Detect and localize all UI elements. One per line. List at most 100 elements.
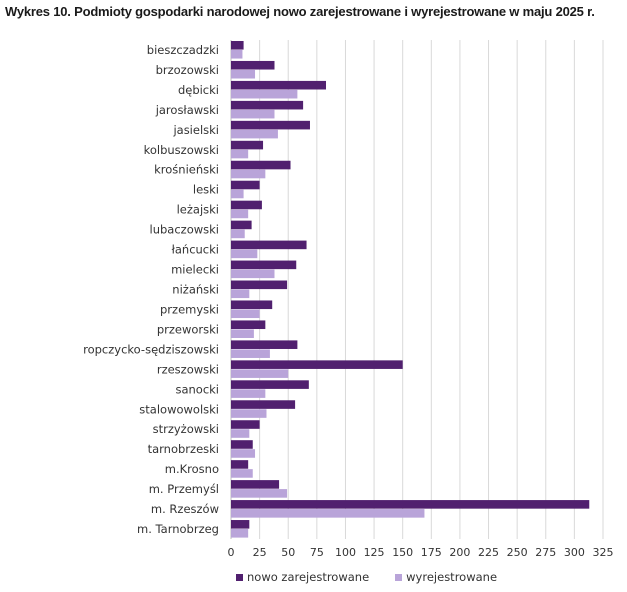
bar-wyrejestrowane <box>231 329 254 339</box>
bar-wyrejestrowane <box>231 509 425 518</box>
category-label: przeworski <box>157 322 219 336</box>
legend-label-removed: wyrejestrowane <box>406 570 498 584</box>
bar-wyrejestrowane <box>231 129 278 139</box>
x-tick-label: 100 <box>335 546 356 559</box>
bar-wyrejestrowane <box>231 269 275 279</box>
bar-wyrejestrowane <box>231 489 288 498</box>
bar-wyrejestrowane <box>231 449 256 458</box>
bar-nowo-zarejestrowane <box>231 240 307 250</box>
category-label: mielecki <box>171 263 219 277</box>
bar-nowo-zarejestrowane <box>231 120 310 130</box>
category-label: rzeszowski <box>157 362 219 376</box>
bar-nowo-zarejestrowane <box>231 40 244 50</box>
legend-swatch-removed <box>395 573 403 581</box>
bar-wyrejestrowane <box>231 89 298 99</box>
bar-nowo-zarejestrowane <box>231 460 249 469</box>
category-label: ropczycko-sędziszowski <box>83 342 219 356</box>
bars <box>231 40 590 538</box>
bar-nowo-zarejestrowane <box>231 340 298 349</box>
category-label: dębicki <box>178 83 219 97</box>
bar-nowo-zarejestrowane <box>231 160 291 170</box>
bar-nowo-zarejestrowane <box>231 380 309 389</box>
bar-nowo-zarejestrowane <box>231 140 264 150</box>
x-tick-label: 225 <box>478 546 499 559</box>
x-tick-label: 175 <box>421 546 442 559</box>
x-tick-label: 300 <box>564 546 585 559</box>
category-label: leski <box>193 183 219 197</box>
bar-nowo-zarejestrowane <box>231 420 260 429</box>
bar-wyrejestrowane <box>231 229 245 239</box>
bar-nowo-zarejestrowane <box>231 260 297 270</box>
bar-wyrejestrowane <box>231 409 267 418</box>
x-tick-label: 275 <box>535 546 556 559</box>
category-label: m. Przemyśl <box>149 482 219 496</box>
category-label: jasielski <box>172 123 219 137</box>
category-label: m.Krosno <box>165 462 219 476</box>
bar-nowo-zarejestrowane <box>231 520 250 529</box>
bar-wyrejestrowane <box>231 109 275 119</box>
bar-wyrejestrowane <box>231 529 249 538</box>
legend-item-removed: wyrejestrowane <box>395 570 497 584</box>
bar-wyrejestrowane <box>231 469 253 478</box>
category-label: krośnieński <box>154 163 219 177</box>
bar-nowo-zarejestrowane <box>231 180 260 190</box>
bar-wyrejestrowane <box>231 69 256 79</box>
category-label: kolbuszowski <box>144 143 219 157</box>
bar-nowo-zarejestrowane <box>231 320 266 330</box>
bar-nowo-zarejestrowane <box>231 440 253 449</box>
bar-nowo-zarejestrowane <box>231 80 327 90</box>
category-label: tarnobrzeski <box>148 442 219 456</box>
bar-wyrejestrowane <box>231 189 244 199</box>
bar-wyrejestrowane <box>231 369 289 378</box>
category-label: stalowowolski <box>139 402 219 416</box>
category-label: jarosławski <box>155 103 219 117</box>
chart-title: Wykres 10. Podmioty gospodarki narodowej… <box>5 4 595 19</box>
bar-nowo-zarejestrowane <box>231 280 288 290</box>
legend: nowo zarejestrowane wyrejestrowane <box>236 570 497 584</box>
bar-nowo-zarejestrowane <box>231 400 296 409</box>
bar-wyrejestrowane <box>231 349 270 358</box>
category-label: sanocki <box>175 382 219 396</box>
gridlines <box>230 40 604 539</box>
x-tick-label: 125 <box>364 546 385 559</box>
bar-nowo-zarejestrowane <box>231 360 403 369</box>
x-tick-label: 50 <box>281 546 295 559</box>
category-label: lubaczowski <box>150 223 219 237</box>
bar-nowo-zarejestrowane <box>231 480 280 489</box>
category-label: brzozowski <box>156 63 219 77</box>
bar-wyrejestrowane <box>231 289 250 299</box>
category-label: strzyżowski <box>153 422 219 436</box>
legend-item-new: nowo zarejestrowane <box>236 570 369 584</box>
bar-nowo-zarejestrowane <box>231 220 252 230</box>
x-tick-label: 250 <box>507 546 528 559</box>
bar-wyrejestrowane <box>231 149 249 159</box>
x-tick-label: 75 <box>310 546 324 559</box>
category-label: niżański <box>172 283 219 297</box>
bar-wyrejestrowane <box>231 309 260 319</box>
category-label: m. Tarnobrzeg <box>137 522 219 536</box>
category-label: łańcucki <box>172 243 219 257</box>
x-tick-label: 150 <box>392 546 413 559</box>
x-tick-label: 200 <box>449 546 470 559</box>
bar-nowo-zarejestrowane <box>231 100 304 110</box>
bar-nowo-zarejestrowane <box>231 60 275 70</box>
category-label: przemyski <box>160 302 219 316</box>
x-tick-labels: 0 25 50 75 100 125 150 175 200 225 250 275 300 325 <box>228 546 614 559</box>
bar-nowo-zarejestrowane <box>231 300 273 310</box>
bar-wyrejestrowane <box>231 49 243 59</box>
bar-wyrejestrowane <box>231 249 258 259</box>
category-labels: bieszczadzki brzozowski dębicki jarosławski… <box>83 43 219 536</box>
bar-wyrejestrowane <box>231 169 266 179</box>
bar-wyrejestrowane <box>231 209 249 219</box>
category-label: leżajski <box>177 203 219 217</box>
legend-label-new: nowo zarejestrowane <box>247 570 370 584</box>
category-label: bieszczadzki <box>147 43 219 57</box>
bar-wyrejestrowane <box>231 389 266 398</box>
x-tick-label: 325 <box>593 546 614 559</box>
bar-nowo-zarejestrowane <box>231 200 262 210</box>
category-label: m. Rzeszów <box>151 502 219 516</box>
bar-wyrejestrowane <box>231 429 250 438</box>
legend-swatch-new <box>236 573 243 581</box>
x-tick-label: 25 <box>253 546 267 559</box>
